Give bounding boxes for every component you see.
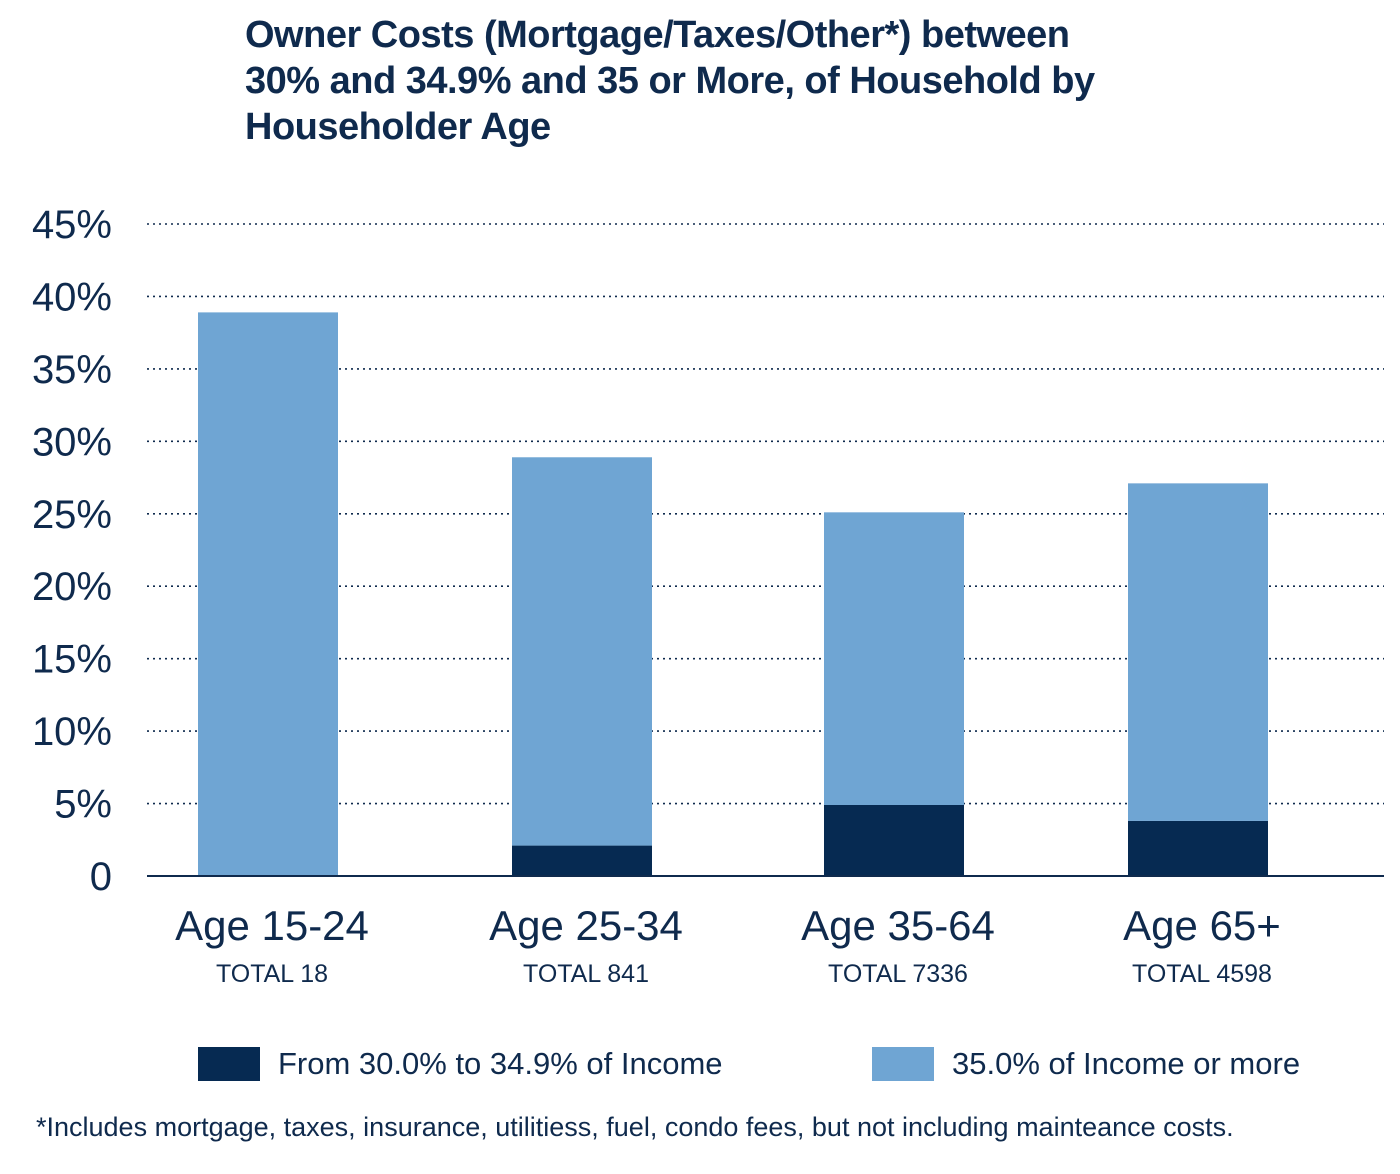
y-axis-ticks: 0 5% 10% 15% 20% 25% 30% 35% 40% 45% [32,203,112,899]
x-category-label: Age 65+ [1123,902,1281,949]
x-category-total: TOTAL 4598 [1132,960,1272,988]
y-tick-label: 45% [32,203,112,247]
bar-segment-30-34 [824,805,964,876]
footnote: *Includes mortgage, taxes, insurance, ut… [36,1112,1234,1142]
y-tick-label: 5% [54,783,112,827]
x-category-label: Age 15-24 [175,902,369,949]
legend-label-35-plus: 35.0% of Income or more [952,1046,1301,1081]
bar-segment-35-plus [198,312,338,877]
y-tick-label: 40% [32,275,112,319]
bar-segment-30-34 [1128,820,1268,876]
y-tick-label: 0 [90,855,112,899]
y-tick-label: 10% [32,710,112,754]
x-axis-labels: Age 15-24 TOTAL 18 Age 25-34 TOTAL 841 Age 3… [175,902,1281,988]
x-category-total: TOTAL 18 [216,960,328,988]
chart-title: Owner Costs (Mortgage/Taxes/Other*) betw… [245,12,1145,150]
y-tick-label: 25% [32,493,112,537]
bar-segment-35-plus [1128,483,1268,821]
gridlines [147,223,1384,805]
chart-title-line-3: Householder Age [245,106,551,148]
x-category-total: TOTAL 7336 [828,960,968,988]
x-category-total: TOTAL 841 [523,960,649,988]
legend-label-30-34: From 30.0% to 34.9% of Income [278,1046,723,1081]
bar-segment-30-34 [512,845,652,876]
legend-item-30-34: From 30.0% to 34.9% of Income [198,1046,723,1082]
legend: From 30.0% to 34.9% of Income 35.0% of I… [0,1046,1400,1090]
chart-title-line-2: 30% and 34.9% and 35 or More, of Househo… [245,60,1095,102]
bar-segment-35-plus [512,457,652,846]
stacked-bar-chart: 0 5% 10% 15% 20% 25% 30% 35% 40% 45% Age 15-24 TOT… [32,203,1384,988]
x-category-label: Age 25-34 [489,902,683,949]
bar-segment-35-plus [824,512,964,806]
y-tick-label: 20% [32,565,112,609]
y-tick-label: 35% [32,348,112,392]
chart-title-line-1: Owner Costs (Mortgage/Taxes/Other*) betw… [245,14,1070,56]
x-category-label: Age 35-64 [801,902,995,949]
y-tick-label: 15% [32,638,112,682]
legend-swatch-35-plus [872,1047,934,1081]
bars [198,312,1268,877]
y-tick-label: 30% [32,420,112,464]
legend-item-35-plus: 35.0% of Income or more [872,1046,1300,1082]
legend-swatch-30-34 [198,1047,260,1081]
